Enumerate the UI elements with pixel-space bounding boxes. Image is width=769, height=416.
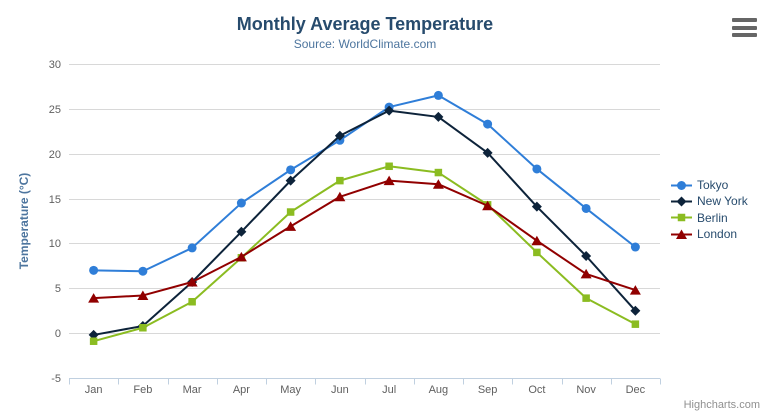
x-tick-label-jun: Jun (331, 384, 349, 396)
series-line-tokyo (92, 94, 637, 273)
y-tick-label-30: 30 (49, 59, 61, 71)
legend-item-tokyo[interactable]: Tokyo (671, 177, 748, 193)
point-berlin-feb[interactable] (139, 324, 147, 332)
legend-marker-berlin-icon (671, 213, 692, 222)
point-new-york-oct[interactable] (531, 201, 542, 212)
point-new-york-nov[interactable] (581, 250, 592, 261)
point-london-jun[interactable] (334, 191, 346, 202)
point-new-york-dec[interactable] (630, 305, 641, 316)
point-berlin-aug[interactable] (434, 168, 443, 177)
point-london-mar[interactable] (186, 277, 198, 287)
legend-marker-new-york-icon (671, 196, 692, 207)
legend-label-new-york: New York (697, 194, 748, 209)
point-new-york-sep[interactable] (482, 147, 493, 158)
point-berlin-may[interactable] (286, 208, 295, 216)
context-menu-button[interactable] (732, 18, 757, 37)
x-tick-label-apr: Apr (233, 384, 250, 396)
point-london-sep[interactable] (482, 200, 494, 211)
point-berlin-jul[interactable] (385, 162, 393, 171)
point-tokyo-dec[interactable] (630, 242, 640, 252)
point-berlin-oct[interactable] (533, 248, 541, 257)
point-new-york-jul[interactable] (384, 105, 395, 116)
y-tick-label-0: 0 (55, 328, 61, 340)
series-line-new-york (92, 109, 637, 336)
legend-marker-tokyo-icon (671, 180, 692, 190)
point-new-york-jun[interactable] (334, 130, 345, 141)
point-tokyo-mar[interactable] (187, 243, 197, 253)
point-new-york-apr[interactable] (236, 226, 247, 237)
point-tokyo-jan[interactable] (89, 265, 99, 275)
series-line-london (92, 179, 637, 300)
point-london-feb[interactable] (137, 290, 149, 300)
x-tick-label-sep: Sep (478, 384, 498, 396)
point-london-nov[interactable] (580, 268, 592, 279)
point-berlin-nov[interactable] (582, 294, 590, 302)
x-tick-label-jan: Jan (85, 384, 103, 396)
x-tick-label-nov: Nov (576, 384, 596, 396)
point-london-dec[interactable] (629, 285, 641, 295)
point-tokyo-nov[interactable] (581, 203, 591, 213)
x-tick-label-oct: Oct (528, 384, 545, 396)
point-new-york-jan[interactable] (88, 329, 99, 340)
x-tick-label-dec: Dec (626, 384, 646, 396)
x-tick-label-mar: Mar (183, 384, 202, 396)
y-tick-label-5: 5 (55, 283, 61, 295)
point-tokyo-may[interactable] (286, 165, 296, 175)
legend-symbol-london (676, 229, 687, 239)
y-tick-label-10: 10 (49, 238, 61, 250)
highcharts-credit-link[interactable]: Highcharts.com (683, 399, 760, 411)
legend-marker-london-icon (671, 229, 692, 239)
legend: Tokyo New York Berlin London (671, 177, 748, 242)
legend-label-tokyo: Tokyo (697, 178, 729, 193)
point-tokyo-oct[interactable] (532, 164, 542, 174)
x-tick-label-jul: Jul (382, 384, 396, 396)
series-line-berlin (92, 165, 637, 343)
y-tick-label-25: 25 (49, 104, 61, 116)
point-new-york-may[interactable] (285, 175, 296, 186)
point-new-york-aug[interactable] (433, 111, 444, 122)
point-berlin-mar[interactable] (188, 297, 196, 306)
legend-item-berlin[interactable]: Berlin (671, 210, 748, 226)
point-tokyo-sep[interactable] (483, 119, 493, 129)
legend-item-london[interactable]: London (671, 226, 748, 242)
hamburger-icon (732, 18, 757, 22)
point-berlin-jan[interactable] (89, 337, 98, 345)
hamburger-icon (732, 25, 757, 30)
x-tick-label-may: May (280, 384, 301, 396)
legend-label-london: London (697, 227, 738, 242)
legend-symbol-berlin (677, 213, 686, 222)
point-tokyo-aug[interactable] (433, 90, 443, 100)
point-london-may[interactable] (285, 221, 297, 231)
legend-item-new-york[interactable]: New York (671, 193, 748, 209)
point-london-jan[interactable] (88, 293, 100, 303)
hamburger-icon (732, 33, 757, 37)
legend-symbol-tokyo (677, 180, 686, 190)
point-london-apr[interactable] (235, 251, 247, 262)
x-tick-label-feb: Feb (133, 384, 152, 396)
point-tokyo-feb[interactable] (138, 266, 148, 276)
point-london-oct[interactable] (531, 235, 543, 246)
point-berlin-dec[interactable] (631, 320, 640, 328)
y-tick-label-15: 15 (49, 194, 61, 206)
y-axis-title: Temperature (°C) (17, 172, 31, 270)
x-tick-label-aug: Aug (429, 384, 449, 396)
point-tokyo-apr[interactable] (236, 198, 246, 208)
legend-symbol-new-york (676, 196, 687, 207)
point-berlin-jun[interactable] (336, 176, 344, 185)
y-tick-label-20: 20 (49, 149, 61, 161)
y-tick-label--5: -5 (51, 373, 61, 385)
point-london-aug[interactable] (432, 179, 444, 189)
point-london-jul[interactable] (383, 175, 395, 186)
legend-label-berlin: Berlin (697, 210, 728, 225)
